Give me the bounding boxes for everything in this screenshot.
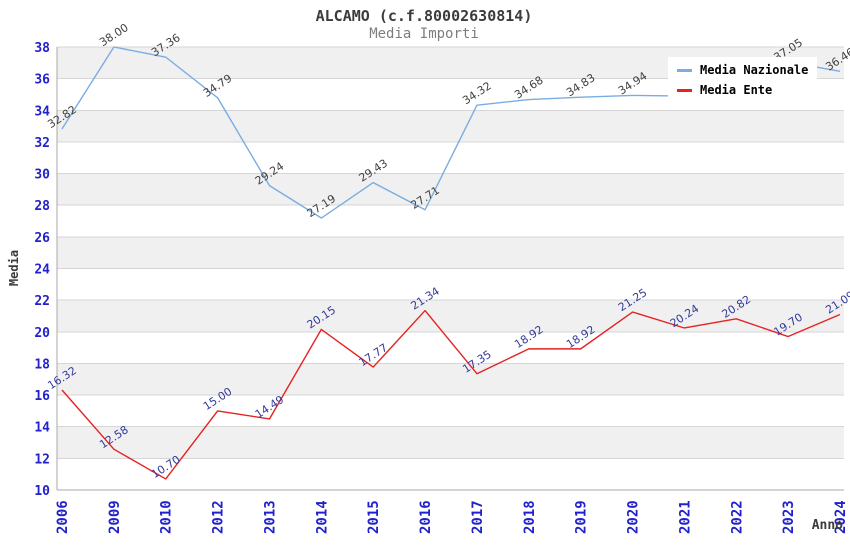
y-tick-label: 28 [34,199,50,214]
y-tick-label: 30 [34,168,50,183]
legend-label: Media Ente [700,83,773,98]
band [57,110,844,142]
y-tick-label: 38 [34,41,50,56]
band [57,173,844,206]
band [57,363,844,396]
y-tick-label: 26 [34,231,50,246]
y-tick-label: 12 [34,452,50,467]
y-tick-label: 16 [34,389,50,404]
data-label: 34.32 [460,79,493,107]
x-tick-label: 2024 [833,500,849,534]
band [57,426,844,459]
x-tick-label: 2010 [159,500,175,534]
y-tick-label: 36 [34,73,50,88]
y-axis-tick-labels: 10 12 14 16 18 20 22 24 26 28 30 32 34 36 38 [34,41,50,499]
legend-label: Media Nazionale [700,63,809,77]
band [57,236,844,269]
x-axis-title: Anno [812,518,843,533]
plot-gridlines [57,46,844,459]
x-tick-label: 2023 [781,500,797,534]
x-tick-label: 2020 [626,500,642,534]
y-tick-label: 24 [34,263,50,278]
x-tick-label: 2021 [677,500,693,534]
data-label: 14.49 [253,393,286,421]
x-tick-label: 2006 [55,500,71,534]
series-line-media-ente [61,309,841,480]
x-tick-label: 2015 [366,500,382,534]
axis-titles: Media Anno [7,250,843,533]
axis-lines [56,47,844,491]
x-tick-label: 2013 [262,500,278,534]
y-tick-label: 22 [34,294,50,309]
y-tick-label: 32 [34,136,50,151]
band [57,300,844,332]
legend: Media Nazionale Media Ente [668,57,818,105]
x-tick-label: 2012 [211,500,227,534]
y-axis-title: Media [7,250,21,286]
data-label: 21.09 [823,289,850,317]
x-tick-label: 2017 [470,500,486,534]
chart-title: ALCAMO (c.f.80002630814) [315,7,533,25]
plot-bands [57,47,844,459]
y-tick-label: 18 [34,357,50,372]
media-ente-line-swatch-icon [677,89,692,93]
x-tick-label: 2019 [574,500,590,534]
x-tick-label: 2014 [314,500,330,534]
x-tick-label: 2022 [729,500,745,534]
x-tick-label: 2018 [522,500,538,534]
x-axis-tick-labels: 2006 2009 2010 2012 2013 2014 2015 2016 2017 2018… [55,500,849,534]
x-tick-label: 2009 [107,500,123,534]
legend-item-media-nazionale: Media Nazionale [677,63,809,77]
legend-item-media-ente: Media Ente [677,83,808,98]
y-tick-label: 20 [34,326,50,341]
y-tick-label: 10 [34,484,50,499]
chart-subtitle: Media Importi [369,26,479,42]
x-tick-label: 2016 [418,500,434,534]
y-tick-label: 14 [34,421,50,436]
media-nazionale-line-swatch-icon [677,69,692,73]
y-tick-label: 34 [34,104,50,119]
